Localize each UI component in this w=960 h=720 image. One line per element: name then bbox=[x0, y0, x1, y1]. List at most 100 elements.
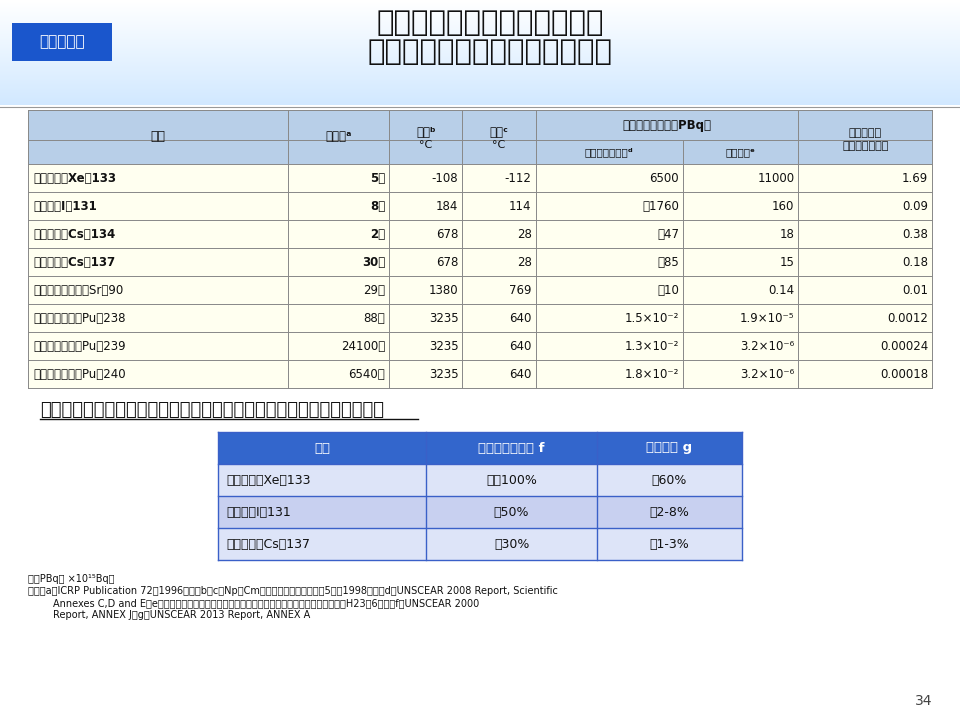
Bar bbox=[0, 43, 960, 44]
Bar bbox=[0, 20, 960, 21]
Bar bbox=[0, 82, 960, 83]
Bar bbox=[0, 53, 960, 54]
Text: 5日: 5日 bbox=[370, 171, 385, 184]
Bar bbox=[0, 21, 960, 22]
Text: °C: °C bbox=[492, 140, 506, 150]
Bar bbox=[0, 75, 960, 76]
Bar bbox=[0, 1, 960, 2]
Bar bbox=[0, 48, 960, 49]
Text: 核種: 核種 bbox=[314, 441, 330, 454]
Text: 678: 678 bbox=[436, 256, 459, 269]
Bar bbox=[0, 97, 960, 98]
Bar bbox=[0, 104, 960, 105]
Text: 1380: 1380 bbox=[429, 284, 459, 297]
Bar bbox=[0, 80, 960, 81]
Text: 0.00024: 0.00024 bbox=[879, 340, 928, 353]
Bar bbox=[28, 110, 932, 164]
Bar bbox=[0, 34, 960, 35]
Text: 1.69: 1.69 bbox=[901, 171, 928, 184]
Bar bbox=[0, 33, 960, 34]
Bar bbox=[0, 38, 960, 39]
Bar bbox=[0, 46, 960, 47]
Bar bbox=[0, 69, 960, 70]
Bar bbox=[0, 29, 960, 30]
Bar bbox=[0, 45, 960, 46]
Text: チェルノブイリ f: チェルノブイリ f bbox=[478, 441, 545, 454]
Bar bbox=[0, 102, 960, 103]
Text: 1.8×10⁻²: 1.8×10⁻² bbox=[625, 367, 679, 380]
Bar bbox=[0, 72, 960, 73]
Text: チェルノブイリ: チェルノブイリ bbox=[842, 141, 888, 151]
Text: 88年: 88年 bbox=[364, 312, 385, 325]
Bar bbox=[0, 26, 960, 27]
Text: 0.01: 0.01 bbox=[902, 284, 928, 297]
Bar bbox=[0, 85, 960, 86]
Bar bbox=[0, 90, 960, 91]
Bar bbox=[0, 87, 960, 88]
Bar bbox=[0, 54, 960, 55]
Text: 18: 18 bbox=[780, 228, 795, 240]
Text: セシウム（Cs）134: セシウム（Cs）134 bbox=[33, 228, 115, 240]
Bar bbox=[0, 60, 960, 61]
Bar bbox=[0, 99, 960, 100]
Bar bbox=[0, 36, 960, 37]
Bar bbox=[0, 98, 960, 99]
Bar bbox=[28, 276, 932, 304]
Bar bbox=[0, 84, 960, 85]
Bar bbox=[0, 58, 960, 59]
Bar bbox=[0, 2, 960, 3]
Bar bbox=[0, 83, 960, 84]
Text: プルトニウム（Pu）238: プルトニウム（Pu）238 bbox=[33, 312, 126, 325]
Bar bbox=[28, 360, 932, 388]
Text: 〜10: 〜10 bbox=[658, 284, 679, 297]
Bar bbox=[0, 11, 960, 12]
Bar bbox=[0, 5, 960, 6]
Bar bbox=[0, 10, 960, 11]
Bar bbox=[218, 528, 742, 560]
Text: 0.09: 0.09 bbox=[902, 199, 928, 212]
Text: チェルノブイリᵈ: チェルノブイリᵈ bbox=[585, 147, 634, 157]
Bar bbox=[0, 42, 960, 43]
Text: 融点ᶜ: 融点ᶜ bbox=[490, 127, 509, 140]
Text: 約2-8%: 約2-8% bbox=[650, 505, 689, 518]
Text: 出典：a；ICRP Publication 72（1996年），bとc（NpとCmを除く）；理化学辞典第5版（1998年），d；UNSCEAR 2008 Rep: 出典：a；ICRP Publication 72（1996年），bとc（NpとC… bbox=[28, 586, 558, 596]
Text: 1.5×10⁻²: 1.5×10⁻² bbox=[625, 312, 679, 325]
Bar bbox=[0, 30, 960, 31]
Text: 30年: 30年 bbox=[362, 256, 385, 269]
Bar bbox=[0, 63, 960, 64]
Bar bbox=[0, 94, 960, 95]
Bar bbox=[0, 78, 960, 79]
Bar bbox=[0, 64, 960, 65]
Bar bbox=[0, 65, 960, 66]
Bar bbox=[0, 18, 960, 19]
Bar bbox=[0, 81, 960, 82]
Text: 福島第一 g: 福島第一 g bbox=[646, 441, 692, 454]
Bar bbox=[0, 7, 960, 8]
Bar bbox=[0, 6, 960, 7]
Bar bbox=[0, 31, 960, 32]
Text: 678: 678 bbox=[436, 228, 459, 240]
Bar bbox=[28, 220, 932, 248]
Text: セシウム（Cs）137: セシウム（Cs）137 bbox=[33, 256, 115, 269]
Bar bbox=[0, 101, 960, 102]
Text: プルトニウム（Pu）239: プルトニウム（Pu）239 bbox=[33, 340, 126, 353]
Text: 640: 640 bbox=[509, 312, 532, 325]
Bar bbox=[0, 67, 960, 68]
Bar bbox=[0, 15, 960, 16]
Bar bbox=[0, 12, 960, 13]
Bar bbox=[0, 56, 960, 57]
Text: 29年: 29年 bbox=[363, 284, 385, 297]
Text: 沸点ᵇ: 沸点ᵇ bbox=[416, 127, 436, 140]
Text: 8日: 8日 bbox=[370, 199, 385, 212]
Text: 核種: 核種 bbox=[151, 130, 165, 143]
Text: ＊：PBqは ×10¹⁵Bq。: ＊：PBqは ×10¹⁵Bq。 bbox=[28, 574, 114, 584]
Bar bbox=[0, 91, 960, 92]
Text: 約30%: 約30% bbox=[493, 538, 529, 551]
Text: 114: 114 bbox=[509, 199, 532, 212]
Bar bbox=[0, 4, 960, 5]
Text: Report, ANNEX J，g；UNSCEAR 2013 Report, ANNEX A: Report, ANNEX J，g；UNSCEAR 2013 Report, A… bbox=[28, 610, 310, 620]
Text: 184: 184 bbox=[436, 199, 459, 212]
Text: 3.2×10⁻⁶: 3.2×10⁻⁶ bbox=[740, 367, 795, 380]
Bar bbox=[0, 3, 960, 4]
Text: -108: -108 bbox=[432, 171, 459, 184]
